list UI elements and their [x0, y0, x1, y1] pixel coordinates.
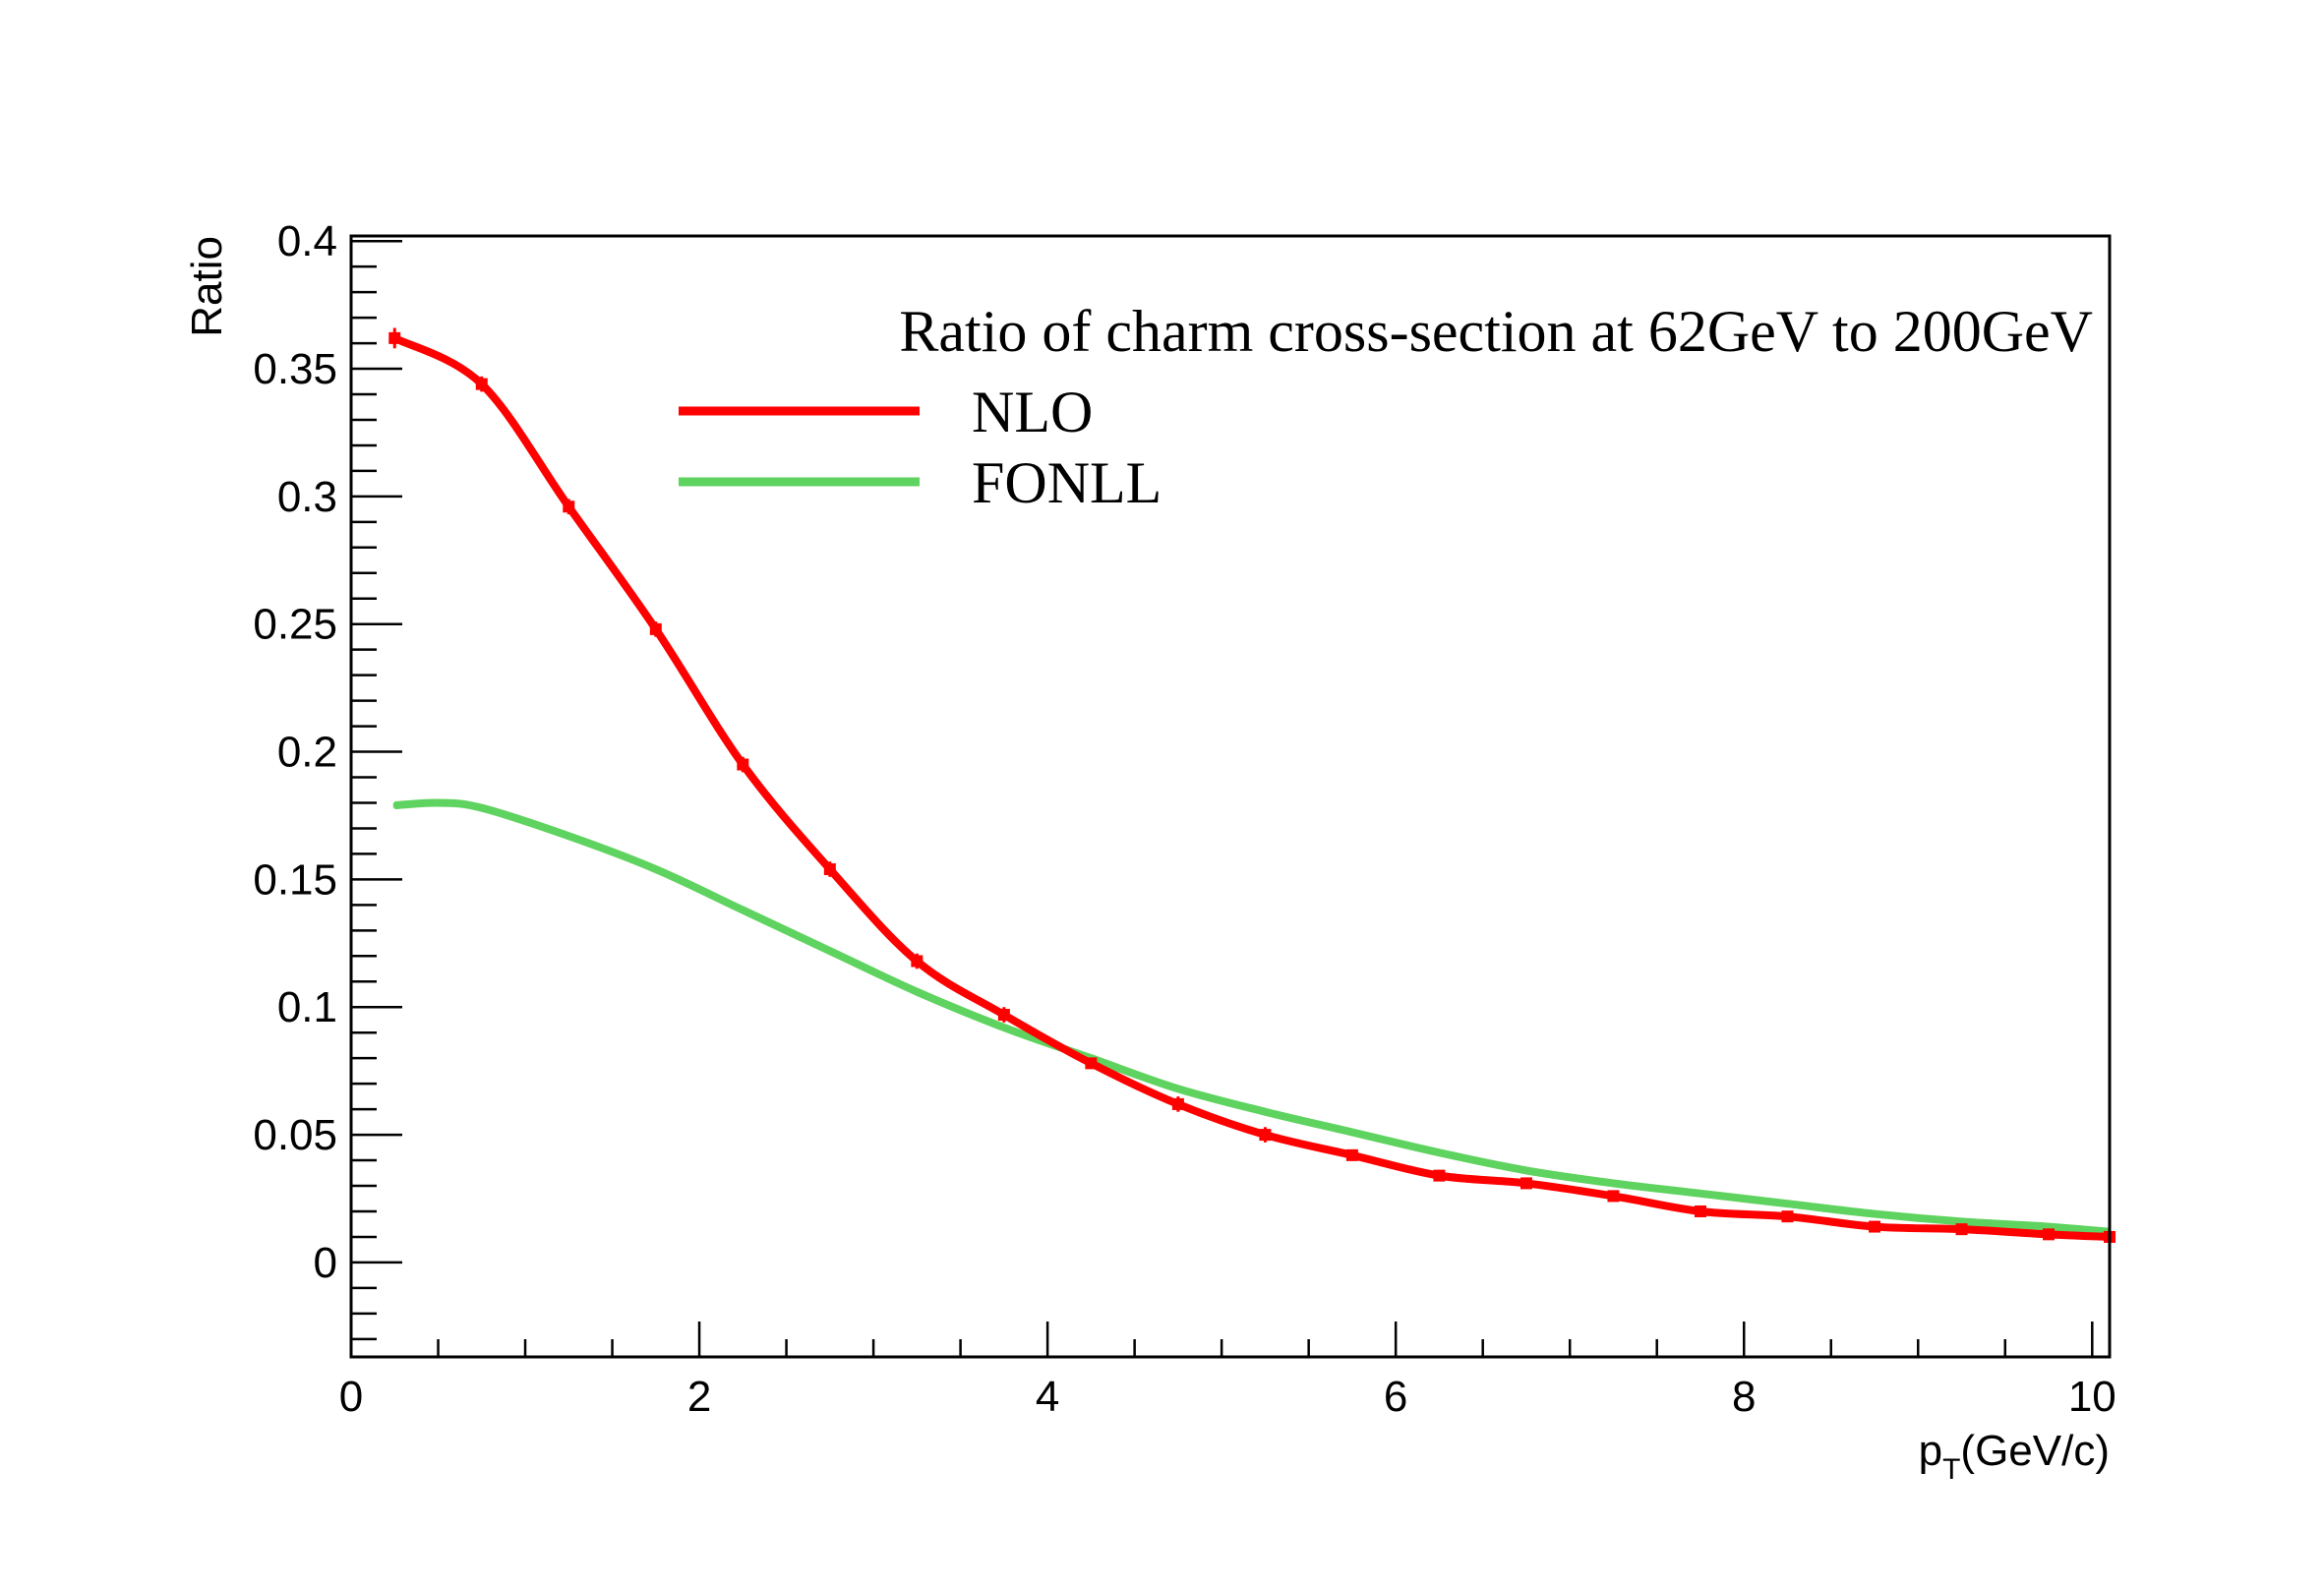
data-point-nlo: [1694, 1205, 1706, 1217]
ticks-layer: [349, 239, 2094, 1357]
tick-labels-layer: 0 2 4 6 8 10 0 0.05 0.1 0.15 0.2 0.25 0.3 0.35 0.4: [253, 217, 2115, 1421]
data-point-nlo: [1433, 1169, 1446, 1182]
y-tick-label: 0.15: [253, 855, 337, 904]
data-point-nlo: [388, 331, 401, 344]
x-tick-label: 6: [1384, 1373, 1407, 1421]
x-tick-label: 8: [1732, 1373, 1756, 1421]
y-tick-label: 0: [314, 1239, 337, 1287]
data-point-nlo: [1607, 1190, 1620, 1203]
legend-title: Ratio of charm cross-section at 62GeV to…: [899, 299, 2093, 364]
series-line-fonll: [393, 798, 2111, 1236]
legend: Ratio of charm cross-section at 62GeV to…: [679, 299, 2093, 515]
plot-frame: [349, 234, 2112, 1359]
y-tick-label: 0.25: [253, 601, 337, 649]
data-point-nlo: [1955, 1223, 1968, 1236]
data-point-nlo: [1781, 1210, 1794, 1223]
data-point-nlo: [1085, 1057, 1098, 1070]
y-tick-label: 0.2: [277, 729, 337, 777]
y-tick-label: 0.35: [253, 345, 337, 393]
x-axis-label-main: p: [1919, 1427, 1942, 1475]
y-tick-label: 0.1: [277, 983, 337, 1031]
x-tick-label: 10: [2068, 1373, 2116, 1421]
x-axis-label-subscript: T: [1942, 1453, 1960, 1486]
data-point-nlo: [997, 1009, 1010, 1022]
y-tick-label: 0.3: [277, 473, 337, 521]
legend-label-fonll: FONLL: [972, 450, 1162, 515]
data-point-nlo: [737, 758, 749, 771]
data-point-nlo: [563, 500, 575, 513]
x-tick-label: 0: [339, 1373, 363, 1421]
data-point-nlo: [1869, 1220, 1881, 1233]
y-tick-label: 0.4: [277, 217, 337, 265]
data-point-nlo: [475, 378, 488, 390]
data-point-nlo: [1345, 1148, 1358, 1161]
data-point-nlo: [1171, 1097, 1184, 1110]
x-axis-label: pT(GeV/c): [1919, 1427, 2110, 1486]
data-point-nlo: [2043, 1228, 2056, 1241]
x-axis-label-units: (GeV/c): [1960, 1427, 2110, 1475]
data-point-nlo: [823, 863, 836, 876]
x-tick-label: 2: [687, 1373, 711, 1421]
legend-label-nlo: NLO: [972, 380, 1093, 444]
y-tick-label: 0.05: [253, 1111, 337, 1159]
y-axis-label: Ratio: [183, 236, 231, 337]
data-point-nlo: [649, 622, 662, 635]
data-point-nlo: [1520, 1177, 1532, 1190]
x-tick-label: 4: [1036, 1373, 1059, 1421]
data-point-nlo: [1259, 1129, 1272, 1142]
data-point-nlo: [911, 955, 924, 968]
series-layer: [388, 327, 2115, 1243]
